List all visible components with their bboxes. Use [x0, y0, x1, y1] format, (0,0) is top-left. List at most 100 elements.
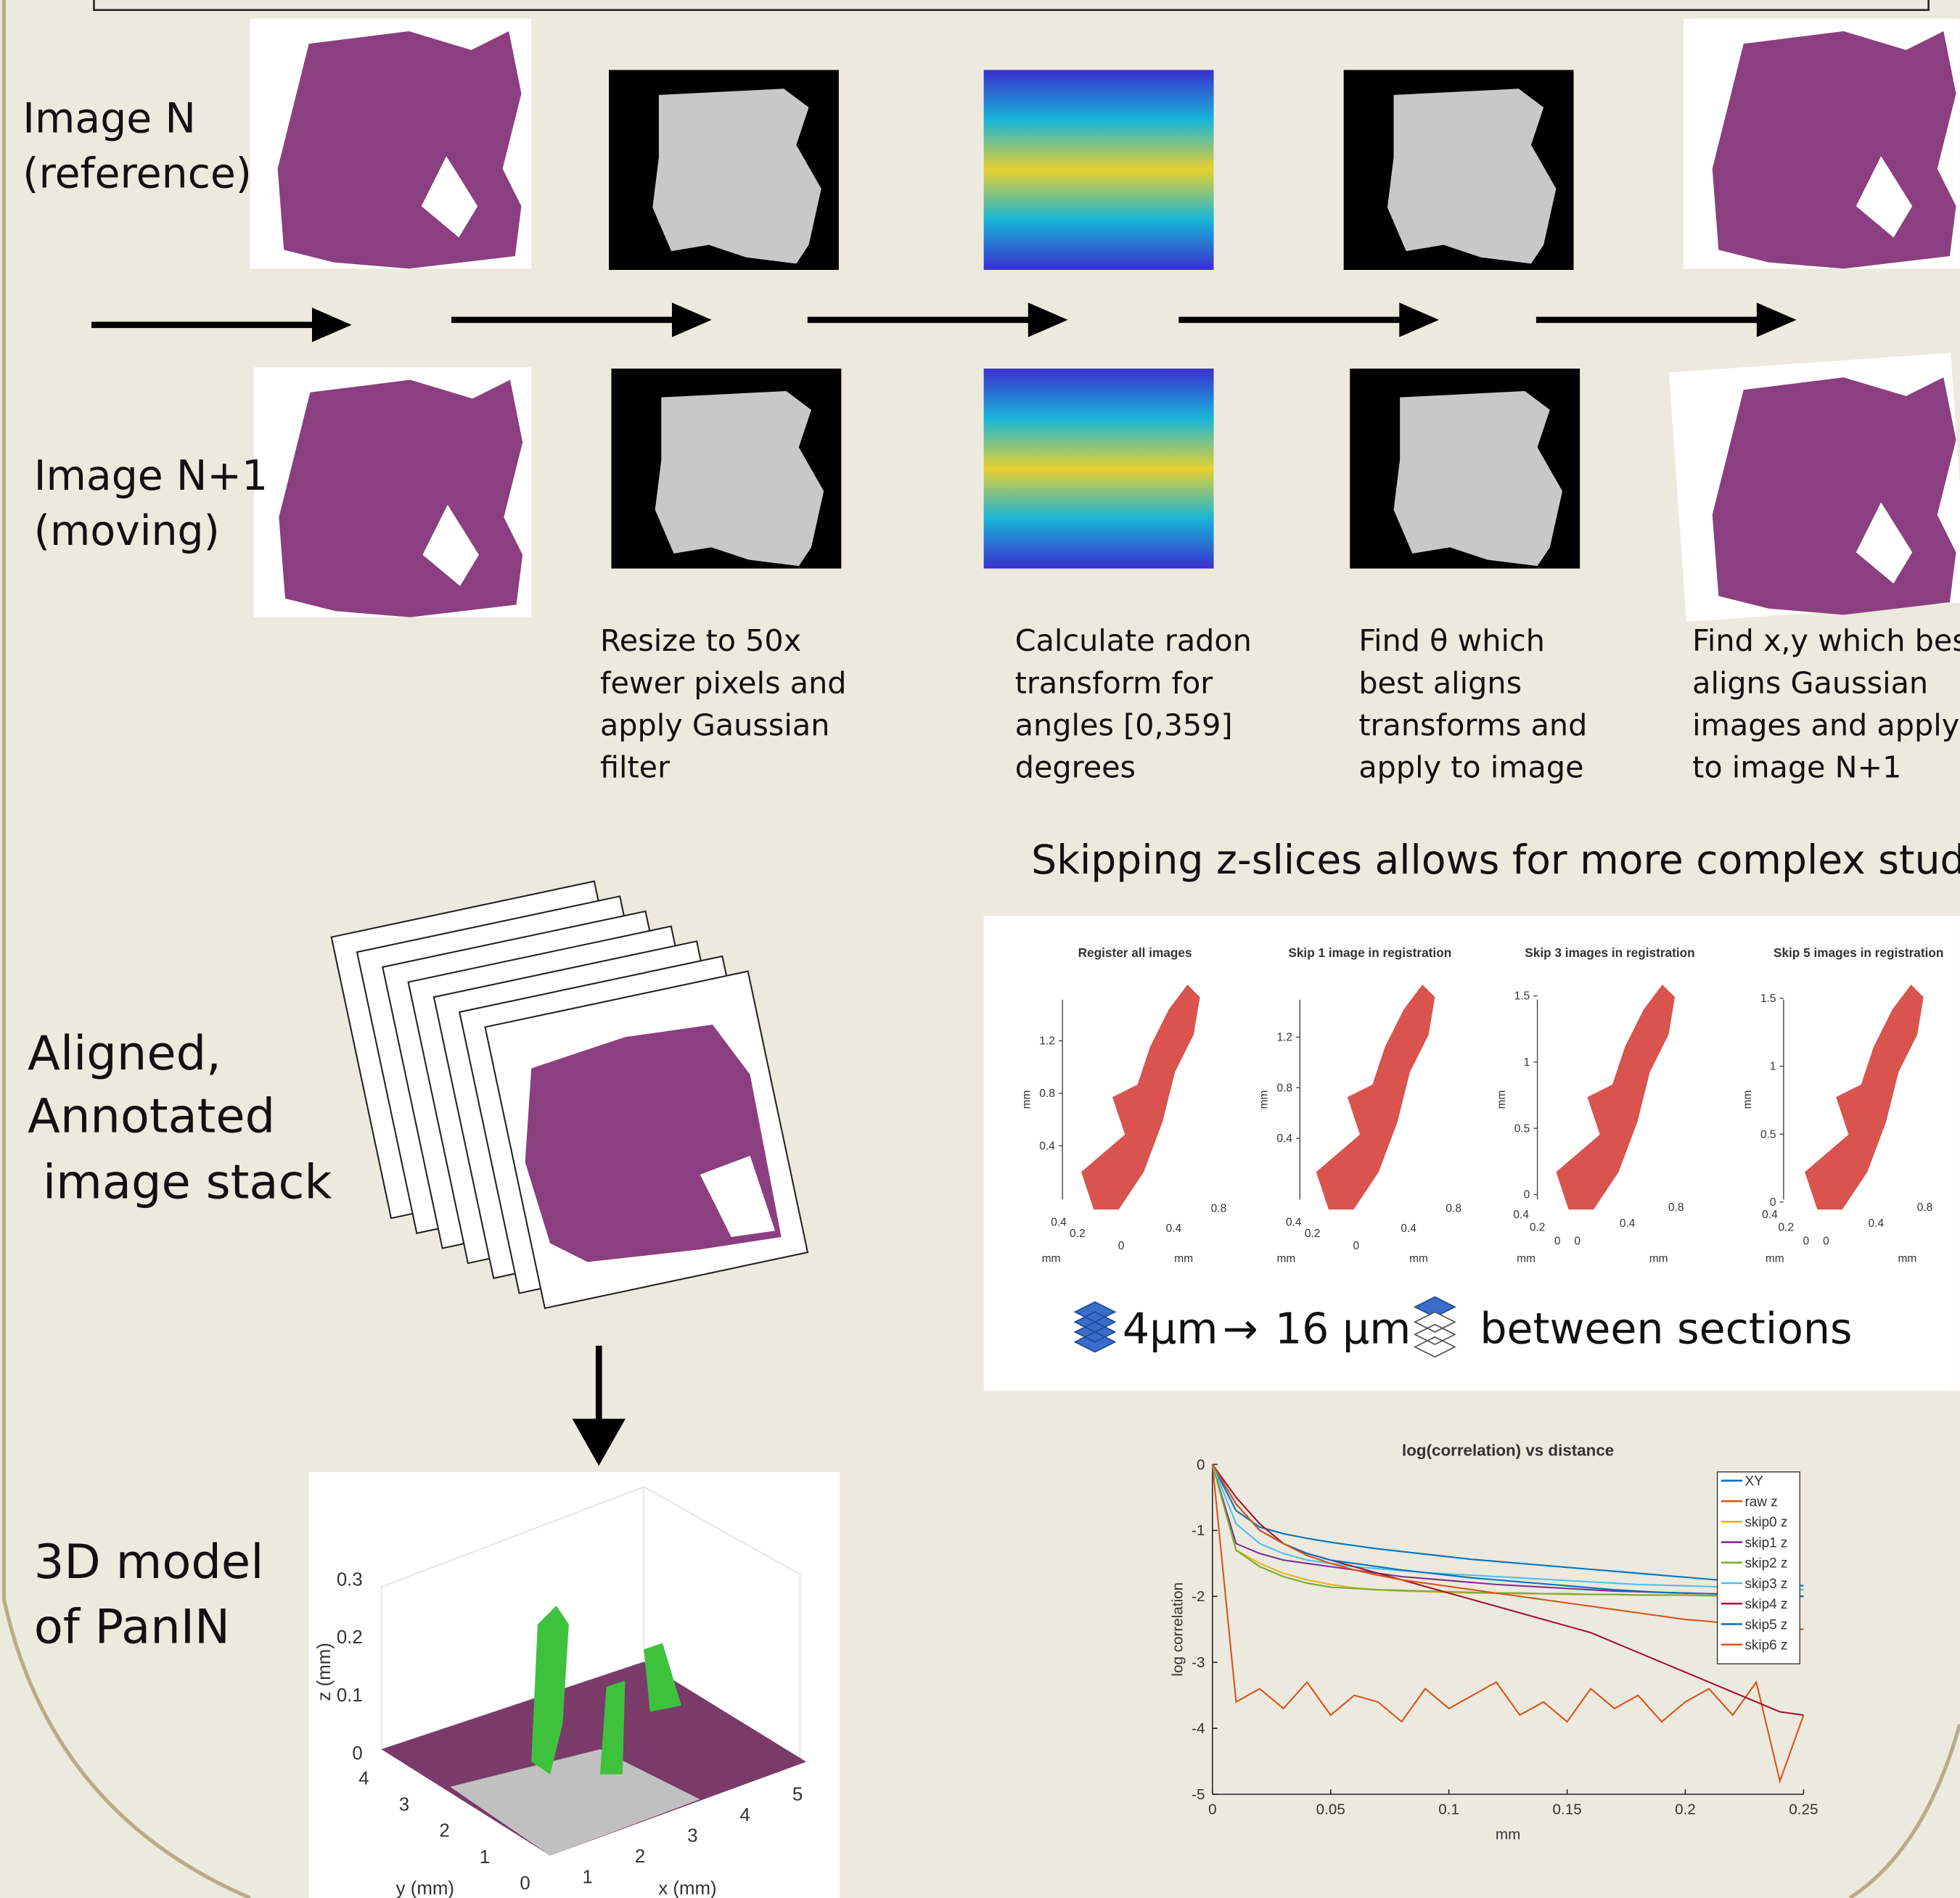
z-tick-label: 0.4	[1039, 1140, 1055, 1152]
x-tick-label: 2	[635, 1846, 645, 1867]
base-tick-label: 0.4	[1762, 1209, 1778, 1221]
x-axis-label: x (mm)	[658, 1878, 716, 1898]
legend-label: skip4 z	[1744, 1597, 1787, 1612]
panel-title: Skip 5 images in registration	[1774, 945, 1943, 960]
page: html,body{margin:0;padding:0;width:2701p…	[0, 0, 1960, 1898]
z-tick-label: 1.2	[1039, 1035, 1055, 1048]
base-tick-label: 0.4	[1401, 1223, 1416, 1235]
caption: Calculate radon	[1015, 623, 1252, 658]
y-tick-label: -4	[1192, 1720, 1205, 1737]
tissue-image	[278, 31, 522, 268]
base-tick-label: 0.4	[1051, 1216, 1067, 1228]
z-tick-label: 0.8	[1277, 1082, 1293, 1094]
x-axis-label: mm	[1496, 1826, 1520, 1843]
z-axis-label: mm	[1742, 1090, 1754, 1109]
y-tick-label: 4	[358, 1768, 369, 1788]
base-tick-label: 0	[1118, 1240, 1125, 1252]
caption: angles [0,359]	[1015, 707, 1233, 742]
z-tick-label: 0.3	[337, 1569, 363, 1590]
legend-label: skip6 z	[1744, 1638, 1787, 1653]
caption: degrees	[1015, 749, 1136, 784]
base-tick-label: 0.2	[1070, 1228, 1086, 1240]
chart-title: log(correlation) vs distance	[1402, 1441, 1614, 1459]
z-tick-label: 0.1	[337, 1685, 363, 1706]
base-tick-label: 0.4	[1620, 1217, 1636, 1230]
spacing-text: 4µm	[1123, 1304, 1218, 1353]
z-tick-label: 0.5	[1514, 1122, 1530, 1135]
y-tick-label: 0	[1197, 1456, 1205, 1473]
gaussian-image	[655, 391, 824, 566]
z-tick-label: 1.5	[1514, 990, 1530, 1003]
caption: fewer pixels and	[600, 665, 847, 700]
base-tick-label: 0.4	[1286, 1216, 1302, 1228]
x-tick-label: 1	[583, 1867, 593, 1887]
spacing-text: 16 µm	[1275, 1304, 1411, 1353]
x-tick-label: 0.15	[1552, 1802, 1581, 1818]
legend-label: skip0 z	[1744, 1515, 1787, 1530]
caption: transforms and	[1358, 707, 1587, 742]
base-tick-label: 0.2	[1779, 1221, 1795, 1233]
z-axis-label: mm	[1496, 1090, 1508, 1109]
z-tick-label: 0	[1770, 1196, 1776, 1209]
base-tick-label: 0	[1574, 1235, 1580, 1247]
z-axis-label: mm	[1020, 1090, 1033, 1109]
z-axis-label: mm	[1258, 1090, 1271, 1109]
base-axis-label: mm	[1409, 1252, 1428, 1265]
base-tick-label: 0.2	[1530, 1221, 1546, 1233]
base-tick-label: 0.8	[1446, 1203, 1461, 1215]
base-axis-label: mm	[1517, 1252, 1535, 1265]
caption: apply to image	[1358, 749, 1583, 784]
spacing-text: →	[1223, 1304, 1258, 1353]
legend-label: skip1 z	[1744, 1535, 1787, 1550]
y-axis-label: log correlation	[1169, 1582, 1186, 1677]
caption: best aligns	[1358, 665, 1522, 700]
radon-image	[984, 369, 1214, 569]
radon-image	[984, 70, 1214, 270]
skip-title: Skipping z-slices allows for more comple…	[1031, 837, 1960, 883]
z-axis-label: z (mm)	[314, 1643, 335, 1701]
z-tick-label: 1.5	[1760, 993, 1776, 1005]
panel-title: Skip 3 images in registration	[1525, 945, 1694, 960]
base-tick-label: 0	[1823, 1235, 1829, 1247]
gaussian-image	[652, 89, 821, 263]
caption: apply Gaussian	[600, 707, 829, 742]
x-tick-label: 0.25	[1789, 1802, 1818, 1818]
y-tick-label: 1	[480, 1847, 490, 1868]
tissue-image	[1713, 377, 1956, 615]
legend-label: skip3 z	[1744, 1577, 1787, 1592]
x-tick-label: 4	[740, 1805, 750, 1825]
base-tick-label: 0.8	[1668, 1201, 1684, 1214]
tissue-image	[279, 380, 522, 617]
page-body: {"labels":{"image_n":["Image N","(refere…	[0, 0, 1960, 1898]
y-tick-label: -5	[1192, 1786, 1205, 1803]
z-tick-label: 0.2	[337, 1627, 363, 1648]
model-label: 3D model	[34, 1535, 264, 1590]
z-tick-label: 1	[1770, 1061, 1776, 1073]
z-tick-label: 0.5	[1760, 1128, 1776, 1141]
caption: Resize to 50x	[600, 623, 801, 658]
base-axis-label: mm	[1766, 1252, 1784, 1265]
caption: filter	[600, 749, 670, 784]
row-label: Image N+1	[34, 452, 268, 500]
row-label: (moving)	[34, 507, 220, 555]
stack-label: Annotated	[28, 1088, 275, 1143]
base-axis-label: mm	[1898, 1252, 1916, 1265]
row-label: Image N	[22, 95, 196, 143]
spacing-text: between sections	[1480, 1304, 1852, 1353]
stack-label: Aligned,	[28, 1026, 221, 1081]
legend-label: XY	[1744, 1474, 1763, 1490]
y-tick-label: 0	[520, 1873, 530, 1894]
z-tick-label: 0	[352, 1743, 362, 1764]
y-tick-label: 2	[439, 1821, 449, 1841]
caption: transform for	[1015, 665, 1213, 700]
base-tick-label: 0	[1353, 1240, 1360, 1252]
x-tick-label: 3	[687, 1826, 697, 1846]
poster: Image N (reference) Image N+1 (moving) A…	[0, 0, 1960, 1898]
y-tick-label: 3	[399, 1794, 409, 1815]
base-tick-label: 0	[1554, 1235, 1561, 1247]
base-tick-label: 0.2	[1305, 1228, 1321, 1240]
z-tick-label: 0	[1524, 1189, 1530, 1201]
z-tick-label: 0.4	[1277, 1133, 1293, 1145]
z-tick-label: 1	[1524, 1056, 1530, 1069]
caption: Find θ which	[1358, 623, 1545, 658]
